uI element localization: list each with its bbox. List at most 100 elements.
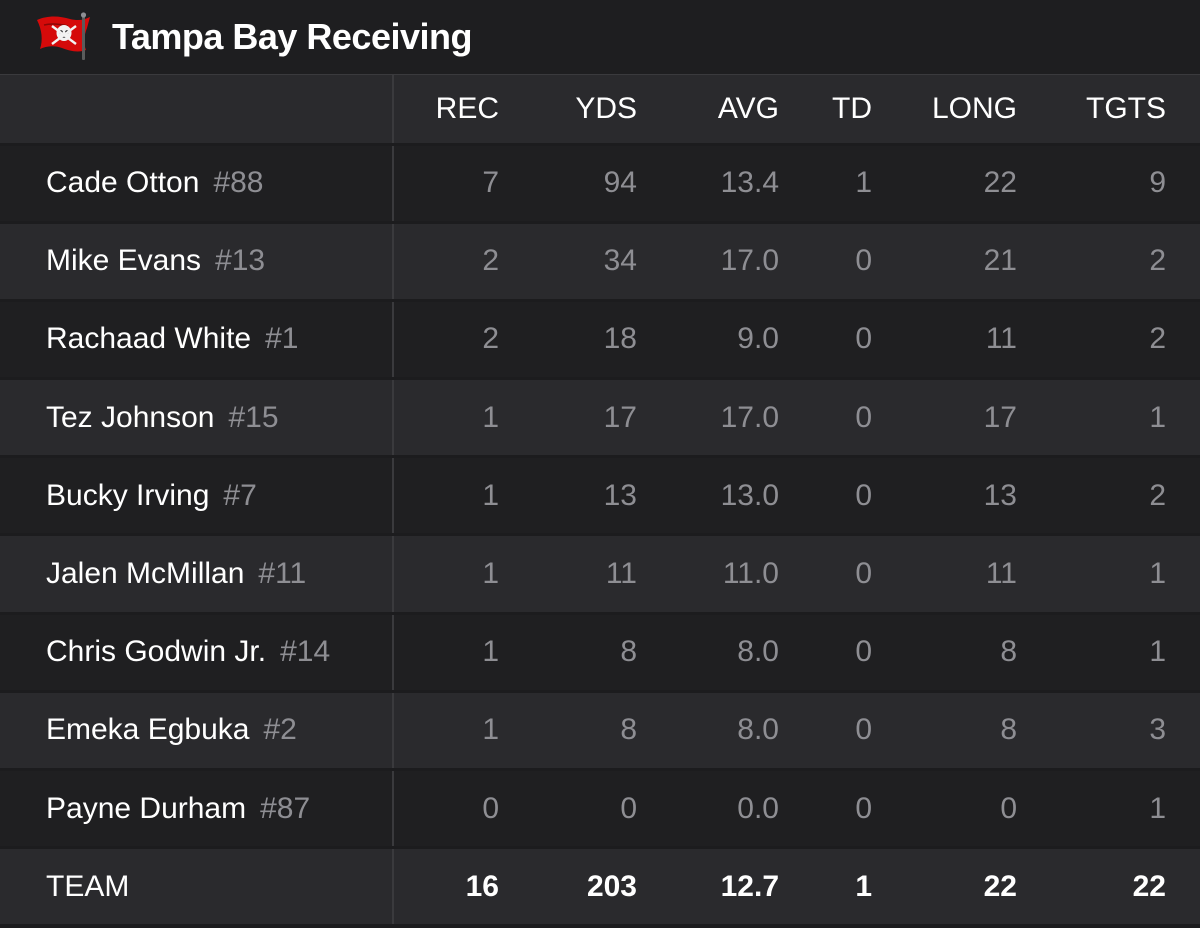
tgts-cell: 1: [1051, 769, 1200, 850]
td-cell: 1: [813, 847, 906, 928]
player-number: #13: [215, 244, 266, 278]
tgts-cell: 1: [1051, 378, 1200, 459]
long-cell: 17: [906, 378, 1051, 459]
yds-cell: 18: [533, 300, 671, 381]
tgts-cell: 1: [1051, 534, 1200, 615]
player-cell[interactable]: Tez Johnson #15: [0, 378, 394, 459]
yds-cell: 13: [533, 456, 671, 537]
long-cell: 22: [906, 144, 1051, 224]
tgts-cell: 2: [1051, 456, 1200, 537]
long-cell: 13: [906, 456, 1051, 537]
player-number: #2: [263, 713, 297, 747]
long-cell: 8: [906, 691, 1051, 772]
tgts-cell: 2: [1051, 300, 1200, 381]
player-name[interactable]: Tez Johnson: [46, 400, 215, 434]
td-cell: 0: [813, 378, 906, 459]
header-td[interactable]: TD: [813, 75, 906, 146]
player-cell[interactable]: Cade Otton #88: [0, 144, 394, 224]
rec-cell: 1: [393, 691, 533, 772]
table-row: Chris Godwin Jr. #14 1 8 8.0 0 8 1: [0, 613, 1200, 693]
long-cell: 11: [906, 300, 1051, 381]
td-cell: 0: [813, 300, 906, 381]
table-row: Payne Durham #87 0 0 0.0 0 0 1: [0, 769, 1200, 850]
header-long[interactable]: LONG: [906, 75, 1051, 146]
rec-cell: 2: [393, 300, 533, 381]
table-header-row: REC YDS AVG TD LONG TGTS: [0, 75, 1200, 146]
tgts-cell: 1: [1051, 613, 1200, 693]
td-cell: 0: [813, 456, 906, 537]
header-rec[interactable]: REC: [393, 75, 533, 146]
td-cell: 0: [813, 534, 906, 615]
player-cell[interactable]: Bucky Irving #7: [0, 456, 394, 537]
long-cell: 0: [906, 769, 1051, 850]
player-name[interactable]: Bucky Irving: [46, 478, 210, 512]
player-number: #14: [280, 635, 331, 669]
yds-cell: 8: [533, 613, 671, 693]
player-number: #15: [228, 400, 279, 434]
avg-cell: 8.0: [671, 613, 813, 693]
player-name[interactable]: Rachaad White: [46, 322, 252, 356]
rec-cell: 1: [393, 378, 533, 459]
yds-cell: 94: [533, 144, 671, 224]
rec-cell: 1: [393, 456, 533, 537]
player-cell[interactable]: Emeka Egbuka #2: [0, 691, 394, 772]
long-cell: 21: [906, 222, 1051, 302]
td-cell: 0: [813, 613, 906, 693]
yds-cell: 17: [533, 378, 671, 459]
td-cell: 1: [813, 144, 906, 224]
buccaneers-flag-icon: [37, 12, 90, 60]
player-cell[interactable]: Jalen McMillan #11: [0, 534, 394, 615]
table-row: Jalen McMillan #11 1 11 11.0 0 11 1: [0, 534, 1200, 615]
header-yds[interactable]: YDS: [533, 75, 671, 146]
avg-cell: 17.0: [671, 222, 813, 302]
tgts-cell: 22: [1051, 847, 1200, 928]
avg-cell: 12.7: [671, 847, 813, 928]
avg-cell: 17.0: [671, 378, 813, 459]
header: Tampa Bay Receiving: [0, 0, 1200, 75]
yds-cell: 203: [533, 847, 671, 928]
player-name[interactable]: Payne Durham: [46, 791, 247, 825]
player-number: #87: [260, 791, 311, 825]
rec-cell: 16: [393, 847, 533, 928]
rec-cell: 7: [393, 144, 533, 224]
table-row: Rachaad White #1 2 18 9.0 0 11 2: [0, 300, 1200, 381]
player-name[interactable]: Jalen McMillan: [46, 557, 245, 591]
avg-cell: 0.0: [671, 769, 813, 850]
player-number: #11: [258, 557, 307, 591]
player-number: #88: [213, 166, 264, 200]
rec-cell: 1: [393, 613, 533, 693]
receiving-stats-table: REC YDS AVG TD LONG TGTS Cade Otton #88 7…: [0, 75, 1200, 928]
table-row: Tez Johnson #15 1 17 17.0 0 17 1: [0, 378, 1200, 459]
table-row: Emeka Egbuka #2 1 8 8.0 0 8 3: [0, 691, 1200, 772]
yds-cell: 0: [533, 769, 671, 850]
header-tgts[interactable]: TGTS: [1051, 75, 1200, 146]
player-name[interactable]: Mike Evans: [46, 244, 202, 278]
team-label: TEAM: [0, 847, 394, 928]
header-player: [0, 75, 394, 146]
avg-cell: 13.4: [671, 144, 813, 224]
avg-cell: 9.0: [671, 300, 813, 381]
rec-cell: 0: [393, 769, 533, 850]
player-name[interactable]: Chris Godwin Jr.: [46, 635, 267, 669]
avg-cell: 8.0: [671, 691, 813, 772]
player-number: #1: [265, 322, 299, 356]
player-name[interactable]: Cade Otton: [46, 166, 200, 200]
yds-cell: 34: [533, 222, 671, 302]
long-cell: 11: [906, 534, 1051, 615]
header-avg[interactable]: AVG: [671, 75, 813, 146]
player-cell[interactable]: Rachaad White #1: [0, 300, 394, 381]
team-totals-row: TEAM 16 203 12.7 1 22 22: [0, 847, 1200, 928]
avg-cell: 13.0: [671, 456, 813, 537]
long-cell: 22: [906, 847, 1051, 928]
td-cell: 0: [813, 691, 906, 772]
tgts-cell: 9: [1051, 144, 1200, 224]
avg-cell: 11.0: [671, 534, 813, 615]
player-cell[interactable]: Chris Godwin Jr. #14: [0, 613, 394, 693]
player-cell[interactable]: Payne Durham #87: [0, 769, 394, 850]
rec-cell: 2: [393, 222, 533, 302]
player-name[interactable]: Emeka Egbuka: [46, 713, 250, 747]
yds-cell: 11: [533, 534, 671, 615]
player-cell[interactable]: Mike Evans #13: [0, 222, 394, 302]
player-number: #7: [223, 478, 257, 512]
tgts-cell: 3: [1051, 691, 1200, 772]
